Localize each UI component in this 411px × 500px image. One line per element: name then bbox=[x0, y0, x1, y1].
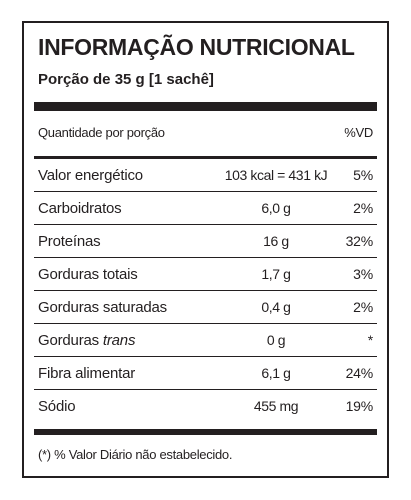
nutrient-amount: 0 g bbox=[266, 332, 286, 348]
nutrient-daily-value: 3% bbox=[353, 266, 373, 282]
table-row: Proteínas 16 g 32% bbox=[34, 225, 377, 258]
nutrient-name: Gorduras totais bbox=[38, 266, 138, 283]
label-title: INFORMAÇÃO NUTRICIONAL bbox=[38, 34, 355, 60]
nutrient-name: Sódio bbox=[38, 398, 76, 415]
nutrient-daily-value: 32% bbox=[345, 233, 374, 249]
nutrient-daily-value: 5% bbox=[353, 167, 373, 183]
table-row: Gorduras totais 1,7 g 3% bbox=[34, 258, 377, 291]
nutrient-name: Proteínas bbox=[38, 233, 101, 250]
nutrient-name: Fibra alimentar bbox=[38, 365, 136, 382]
table-header: Quantidade por porção %VD bbox=[38, 123, 373, 143]
bottom-thick-divider bbox=[34, 429, 377, 435]
table-row: Gorduras saturadas 0,4 g 2% bbox=[34, 291, 377, 324]
nutrient-amount: 103 kcal = 431 kJ bbox=[224, 167, 328, 183]
quantity-per-portion-header: Quantidade por porção bbox=[38, 125, 165, 140]
table-row: Carboidratos 6,0 g 2% bbox=[34, 192, 377, 225]
nutrient-amount: 16 g bbox=[263, 233, 289, 249]
table-row: Fibra alimentar 6,1 g 24% bbox=[34, 357, 377, 390]
nutrient-amount: 6,0 g bbox=[261, 200, 291, 216]
nutrient-name-main: Gorduras bbox=[38, 332, 99, 349]
nutrient-name: Valor energético bbox=[38, 167, 143, 184]
footnote: (*) % Valor Diário não estabelecido. bbox=[38, 447, 233, 462]
nutrient-daily-value: 19% bbox=[345, 398, 374, 414]
nutrient-name-italic: trans bbox=[102, 332, 136, 349]
nutrient-daily-value: 2% bbox=[353, 200, 373, 216]
top-thick-divider bbox=[34, 102, 377, 111]
nutrient-name: Gorduras trans bbox=[38, 324, 135, 357]
nutrition-facts-label: INFORMAÇÃO NUTRICIONAL Porção de 35 g [1… bbox=[22, 21, 389, 478]
nutrient-amount: 6,1 g bbox=[261, 365, 291, 381]
table-row: Gorduras trans 0 g * bbox=[34, 324, 377, 357]
nutrient-amount: 0,4 g bbox=[261, 299, 291, 315]
nutrient-name: Carboidratos bbox=[38, 200, 122, 217]
table-row: Sódio 455 mg 19% bbox=[34, 390, 377, 423]
header-divider bbox=[34, 156, 377, 159]
nutrient-daily-value: 24% bbox=[345, 365, 374, 381]
nutrient-amount: 1,7 g bbox=[261, 266, 291, 282]
table-row: Valor energético 103 kcal = 431 kJ 5% bbox=[34, 159, 377, 192]
nutrient-daily-value: 2% bbox=[353, 299, 373, 315]
portion-size: Porção de 35 g [1 sachê] bbox=[38, 71, 214, 88]
nutrient-daily-value: * bbox=[367, 332, 373, 348]
nutrient-amount: 455 mg bbox=[253, 398, 299, 414]
nutrient-name: Gorduras saturadas bbox=[38, 299, 167, 316]
daily-value-header: %VD bbox=[344, 125, 373, 140]
